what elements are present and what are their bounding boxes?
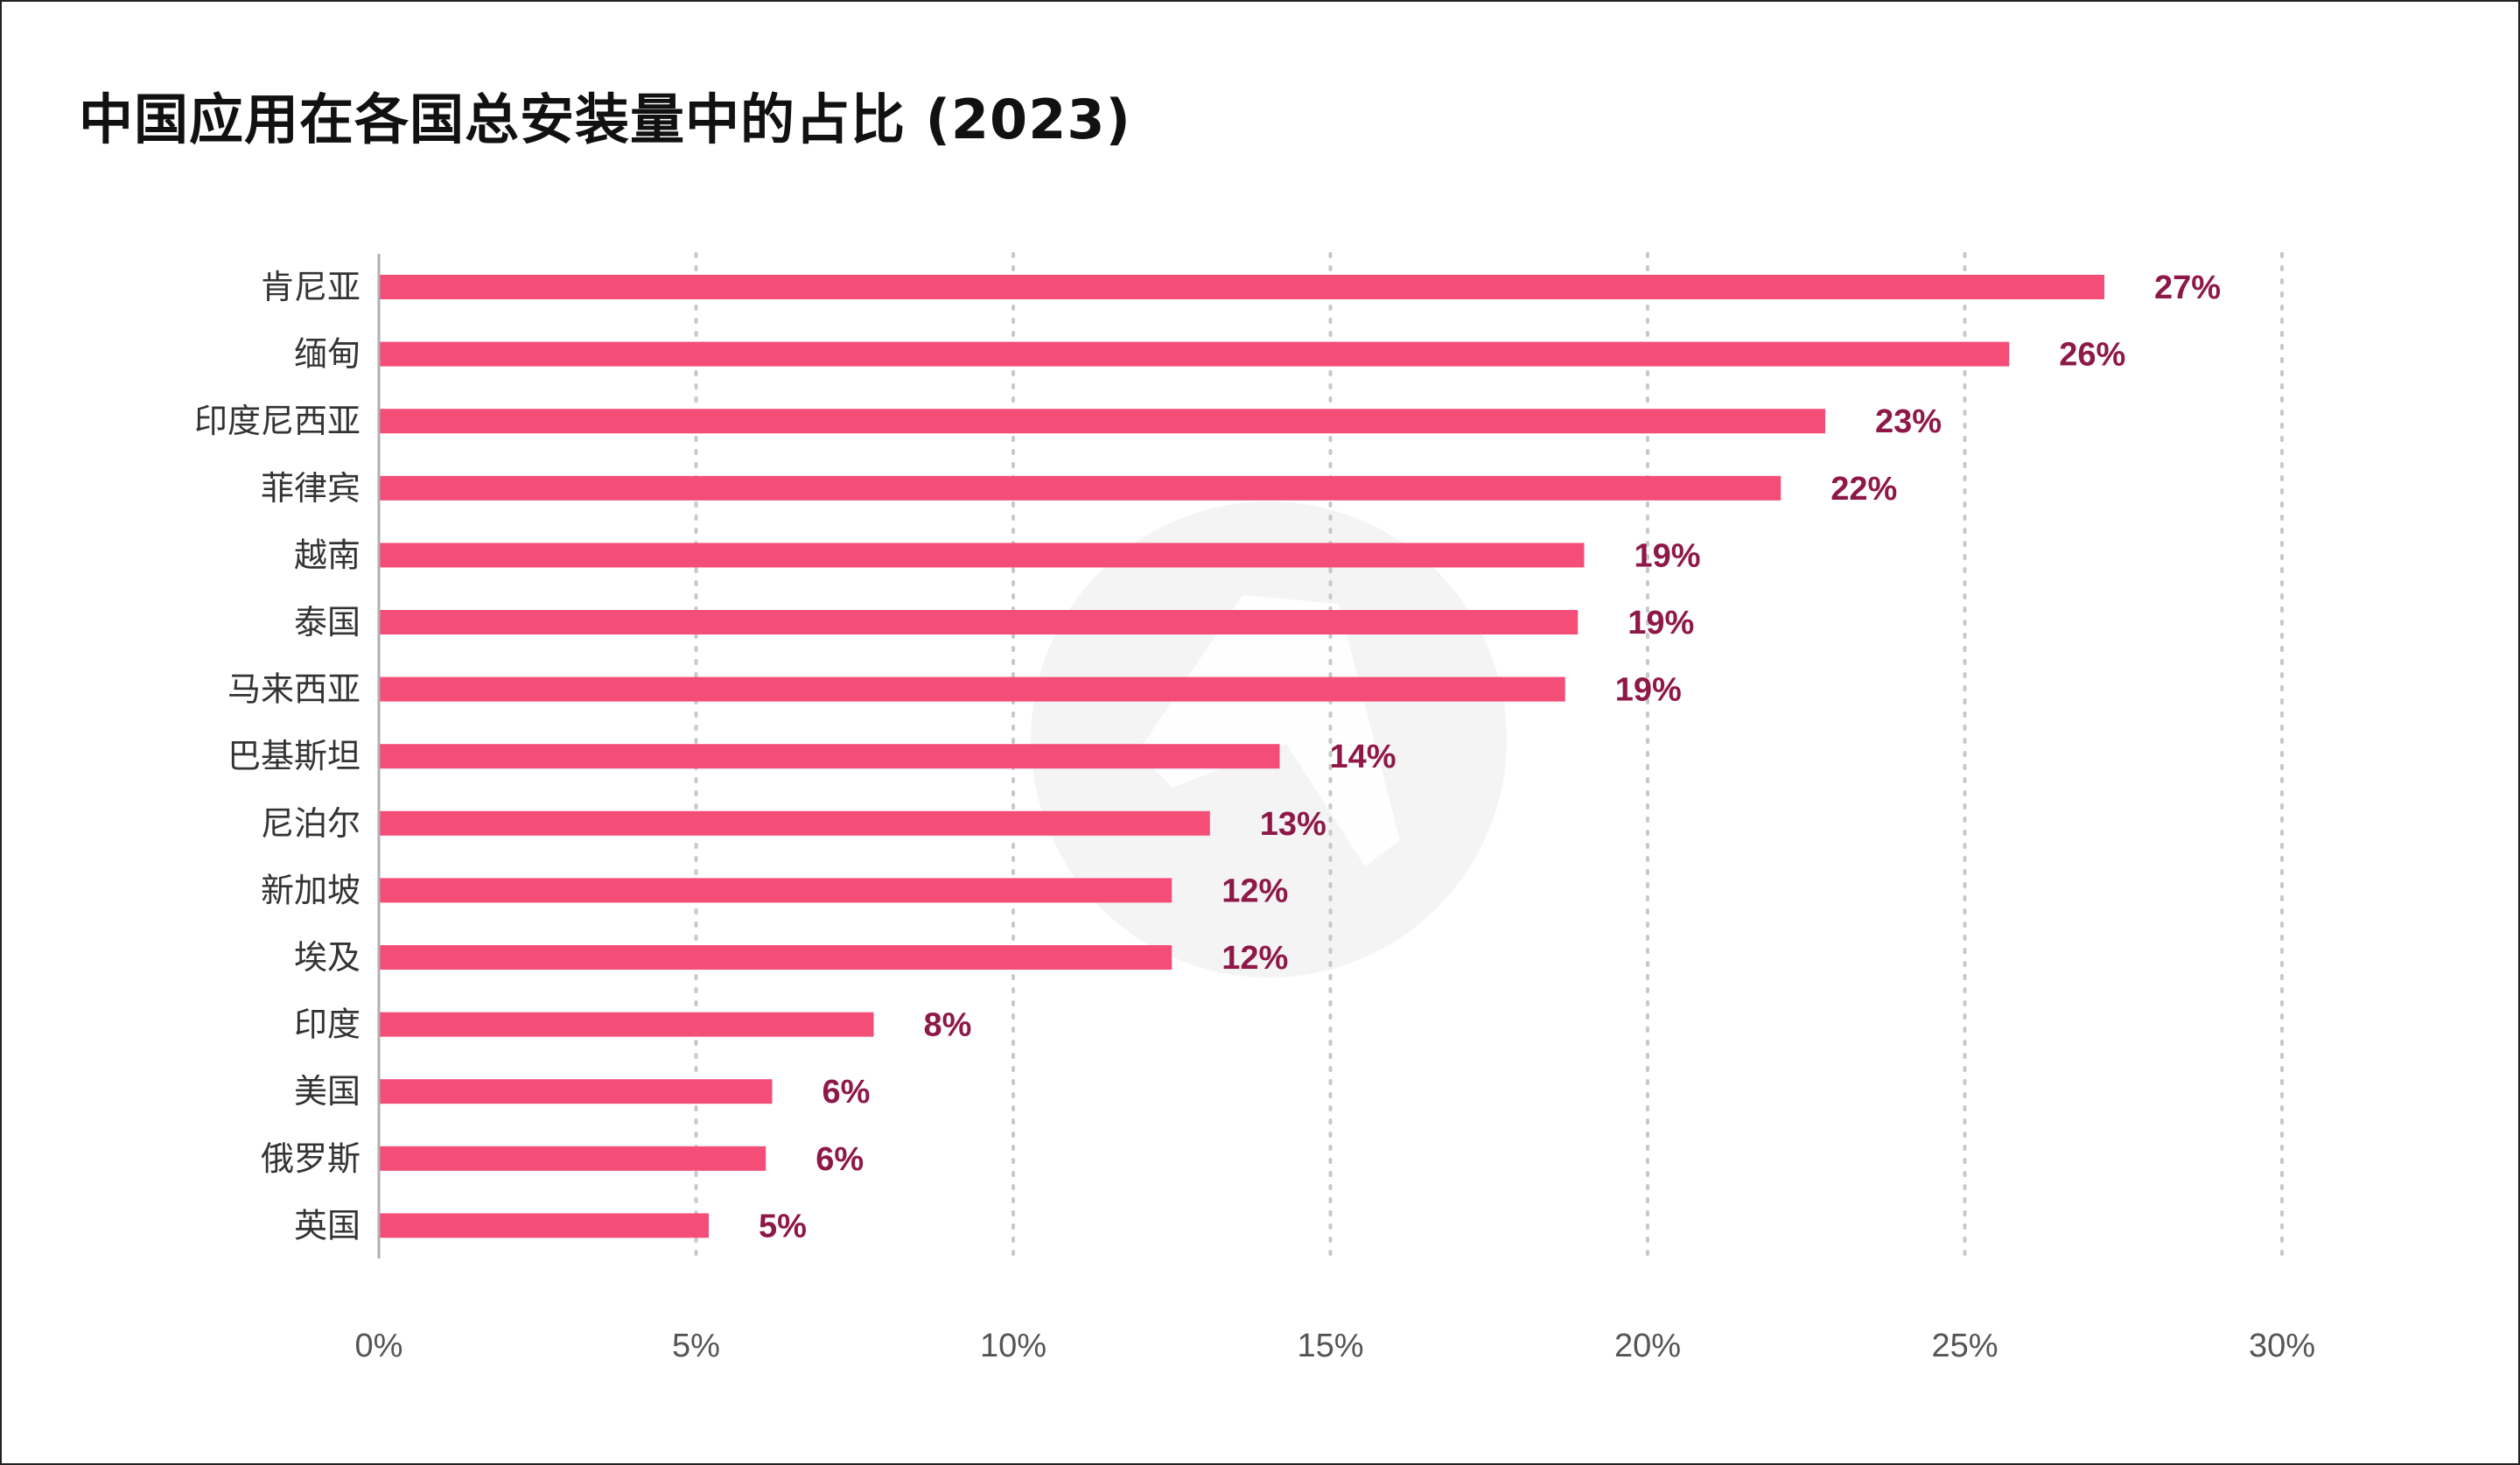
category-label-11: 印度: [294, 1006, 360, 1044]
bar-13: [379, 1146, 766, 1171]
category-label-5: 泰国: [294, 603, 360, 641]
x-tick-label-2: 10%: [980, 1328, 1046, 1364]
bars: [379, 275, 2104, 1238]
x-tick-labels: 0% 5% 10% 15% 20% 25% 30%: [355, 1328, 2315, 1364]
category-label-10: 埃及: [294, 938, 360, 977]
category-label-2: 印度尼西亚: [194, 402, 360, 440]
value-label-4: 19%: [1634, 537, 1701, 574]
category-label-4: 越南: [294, 536, 360, 574]
value-label-14: 5%: [759, 1208, 807, 1244]
x-tick-label-6: 30%: [2249, 1328, 2315, 1364]
bar-14: [379, 1213, 709, 1238]
category-label-6: 马来西亚: [228, 670, 360, 709]
bar-5: [379, 610, 1578, 634]
category-label-9: 新加坡: [261, 871, 360, 909]
bar-1: [379, 341, 2010, 367]
value-label-8: 13%: [1260, 806, 1326, 843]
chart-title: 中国应用在各国总安装量中的占比 (2023): [79, 88, 1131, 151]
bar-10: [379, 945, 1172, 970]
bar-4: [379, 543, 1585, 568]
value-label-5: 19%: [1628, 605, 1694, 641]
bar-11: [379, 1012, 874, 1037]
x-tick-label-3: 15%: [1297, 1328, 1363, 1364]
category-label-7: 巴基斯坦: [228, 737, 360, 775]
value-label-10: 12%: [1222, 940, 1288, 977]
x-tick-label-4: 20%: [1614, 1328, 1681, 1364]
value-label-13: 6%: [816, 1141, 864, 1178]
value-label-12: 6%: [822, 1074, 871, 1111]
value-label-11: 8%: [924, 1007, 972, 1044]
value-label-9: 12%: [1222, 873, 1288, 909]
category-label-14: 英国: [294, 1206, 360, 1244]
value-label-1: 26%: [2059, 337, 2125, 374]
category-label-1: 缅甸: [294, 335, 360, 374]
bar-8: [379, 810, 1210, 836]
category-label-12: 美国: [294, 1072, 360, 1111]
value-label-2: 23%: [1875, 403, 1942, 440]
category-label-8: 尼泊尔: [261, 804, 360, 843]
bar-9: [379, 878, 1172, 903]
value-label-6: 19%: [1615, 672, 1682, 709]
bar-2: [379, 409, 1825, 434]
bar-6: [379, 676, 1565, 702]
bar-7: [379, 744, 1280, 769]
value-label-7: 14%: [1330, 739, 1396, 775]
bar-12: [379, 1079, 773, 1104]
x-tick-label-5: 25%: [1931, 1328, 1998, 1364]
bar-3: [379, 475, 1782, 501]
value-label-0: 27%: [2154, 270, 2221, 306]
category-label-0: 肯尼亚: [261, 268, 360, 306]
x-tick-label-1: 5%: [672, 1328, 720, 1364]
category-labels: 肯尼亚缅甸印度尼西亚菲律宾越南泰国马来西亚巴基斯坦尼泊尔新加坡埃及印度美国俄罗斯…: [194, 268, 360, 1244]
category-label-13: 俄罗斯: [261, 1139, 360, 1178]
category-label-3: 菲律宾: [261, 469, 360, 508]
bar-0: [379, 275, 2104, 299]
x-tick-label-0: 0%: [355, 1328, 403, 1364]
value-label-3: 22%: [1830, 471, 1897, 508]
value-labels: 27%26%23%22%19%19%19%14%13%12%12%8%6%6%5…: [759, 270, 2221, 1244]
watermark-mark: [1138, 595, 1400, 866]
